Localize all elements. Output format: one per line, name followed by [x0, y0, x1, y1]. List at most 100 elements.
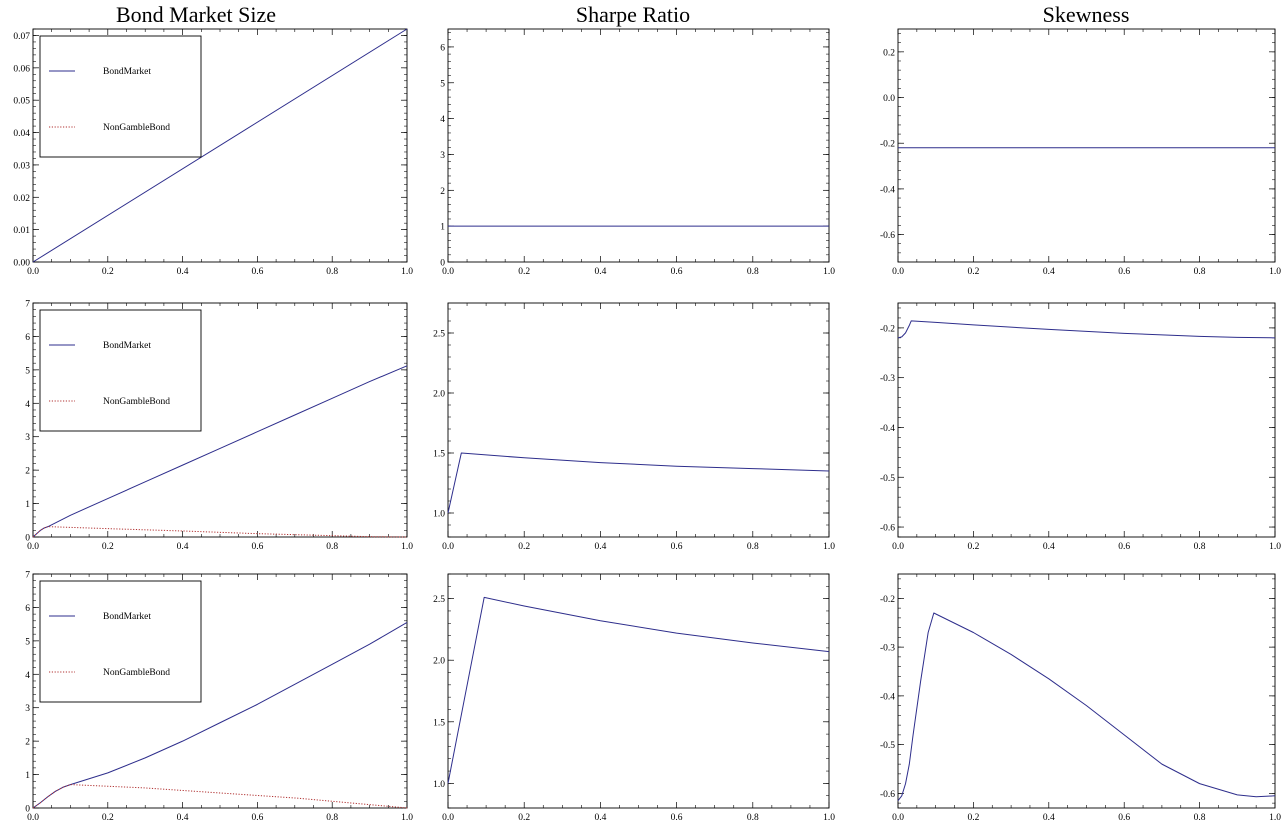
- series-line-value: [447, 596, 830, 784]
- y-tick-label: 1.0: [433, 780, 445, 790]
- y-tick-label: 0.02: [13, 194, 30, 204]
- y-tick-label: -0.4: [880, 692, 895, 702]
- y-tick-label: 4: [25, 400, 30, 410]
- y-tick-label: 2.5: [433, 595, 445, 605]
- y-tick-label: 6: [25, 333, 30, 343]
- y-tick-label: 0.03: [13, 161, 30, 171]
- x-tick-label: 1.0: [401, 542, 413, 552]
- x-tick-label: 0.4: [594, 267, 606, 277]
- y-tick-label: 1: [440, 223, 445, 233]
- x-tick-label: 1.0: [401, 267, 413, 277]
- chart-panel-1-0: 0.0 0.2 0.4 0.6 0.8 1.0 0 1 2 3 4 5 6 7 BondMarket NonG…: [25, 300, 413, 553]
- plot-frame: [897, 302, 1276, 538]
- chart-panel-1-2: 0.0 0.2 0.4 0.6 0.8 1.0 -0.2 -0.3 -0.4 -0.5 -0.6: [880, 302, 1281, 552]
- y-tick-label: 2.0: [433, 657, 445, 667]
- x-tick-label: 0.2: [518, 813, 530, 823]
- x-tick-label: 0.2: [967, 267, 979, 277]
- column-title-sharpe-ratio: Sharpe Ratio: [576, 2, 690, 27]
- legend-label-bondmarket: BondMarket: [103, 612, 151, 622]
- y-tick-label: 2.5: [433, 330, 445, 340]
- chart-panels: 0.0 0.2 0.4 0.6 0.8 1.00.000.010.020.030.040.…: [13, 28, 1281, 824]
- y-tick-label: -0.2: [880, 595, 895, 605]
- y-tick-label: 0.01: [13, 226, 30, 236]
- y-tick-label: 0.05: [13, 97, 30, 107]
- legend: BondMarket NonGambleBond: [39, 580, 202, 703]
- y-tick-label: 0.00: [13, 259, 30, 269]
- plot-frame: [447, 28, 830, 263]
- x-tick-label: 0.8: [326, 542, 338, 552]
- y-tick-label: 7: [25, 300, 30, 310]
- x-tick-label: 0.4: [1043, 813, 1055, 823]
- x-tick-label: 1.0: [823, 813, 835, 823]
- x-tick-label: 1.0: [823, 542, 835, 552]
- x-tick-label: 0.0: [892, 813, 904, 823]
- y-tick-label: -0.4: [880, 424, 895, 434]
- x-tick-label: 0.6: [1118, 267, 1130, 277]
- chart-panel-2-0: 0.0 0.2 0.4 0.6 0.8 1.0 0 1 2 3 4 5 6 7 BondMarket NonG…: [25, 571, 413, 824]
- x-tick-label: 0.6: [251, 542, 263, 552]
- x-tick-label: 0.2: [518, 267, 530, 277]
- y-tick-label: 4: [25, 671, 30, 681]
- y-tick-label: -0.2: [880, 324, 895, 334]
- y-tick-label: -0.3: [880, 644, 895, 654]
- legend: BondMarket NonGambleBond: [39, 309, 202, 432]
- y-tick-label: 5: [25, 637, 30, 647]
- legend: BondMarket NonGambleBond: [39, 35, 202, 158]
- legend-box: [39, 35, 202, 158]
- chart-panel-0-2: 0.0 0.2 0.4 0.6 0.8 1.0 0.2 0.0 -0.2 -0.4 -0.6: [880, 28, 1281, 277]
- x-tick-label: 0.4: [177, 813, 189, 823]
- y-tick-label: 3: [440, 151, 445, 161]
- y-tick-label: -0.3: [880, 374, 895, 384]
- y-tick-label: -0.6: [880, 231, 895, 241]
- legend-label-nongamblebond: NonGambleBond: [103, 123, 170, 133]
- y-tick-label: 3: [25, 433, 30, 443]
- y-tick-label: 0: [25, 534, 30, 544]
- x-tick-label: 1.0: [1269, 267, 1281, 277]
- x-tick-label: 0.2: [967, 813, 979, 823]
- x-tick-label: 0.0: [442, 542, 454, 552]
- y-tick-label: 1: [25, 500, 30, 510]
- y-tick-label: -0.4: [880, 185, 895, 195]
- x-tick-label: 0.2: [102, 813, 114, 823]
- x-tick-label: 0.4: [594, 542, 606, 552]
- y-tick-label: 2: [25, 467, 30, 477]
- chart-panel-0-1: 0.0 0.2 0.4 0.6 0.8 1.0 0 1 2 3 4 5 6: [440, 28, 835, 277]
- x-tick-label: 0.6: [671, 267, 683, 277]
- y-tick-label: 0.06: [13, 64, 30, 74]
- x-tick-label: 1.0: [1269, 813, 1281, 823]
- x-tick-label: 0.4: [177, 542, 189, 552]
- y-tick-label: 1.0: [433, 510, 445, 520]
- y-tick-label: 0: [440, 259, 445, 269]
- series-line-value: [897, 612, 1276, 801]
- y-tick-label: -0.6: [880, 790, 895, 800]
- x-tick-label: 0.2: [102, 267, 114, 277]
- x-tick-label: 0.8: [1194, 267, 1206, 277]
- x-tick-label: 0.6: [671, 813, 683, 823]
- x-tick-label: 0.0: [442, 267, 454, 277]
- series-line-nongamblebond: [32, 784, 408, 809]
- y-tick-label: 0.2: [883, 48, 895, 58]
- y-tick-label: 1: [25, 771, 30, 781]
- plot-frame: [897, 573, 1276, 809]
- legend-label-nongamblebond: NonGambleBond: [103, 668, 170, 678]
- plot-frame: [447, 302, 830, 538]
- x-tick-label: 0.4: [594, 813, 606, 823]
- y-tick-label: 5: [25, 366, 30, 376]
- chart-panel-2-1: 0.0 0.2 0.4 0.6 0.8 1.0 1.0 1.5 2.0 2.5: [433, 573, 835, 823]
- y-tick-label: 7: [25, 571, 30, 581]
- x-tick-label: 0.8: [747, 813, 759, 823]
- y-tick-label: 6: [440, 43, 445, 53]
- x-tick-label: 0.8: [747, 267, 759, 277]
- x-tick-label: 0.6: [1118, 813, 1130, 823]
- y-tick-label: 2: [25, 738, 30, 748]
- y-tick-label: 0.0: [883, 94, 895, 104]
- x-tick-label: 1.0: [823, 267, 835, 277]
- y-tick-label: 3: [25, 704, 30, 714]
- chart-panel-2-2: 0.0 0.2 0.4 0.6 0.8 1.0 -0.2 -0.3 -0.4 -0.5 -0.6: [880, 573, 1281, 823]
- legend-box: [39, 580, 202, 703]
- series-line-value: [897, 320, 1276, 339]
- x-tick-label: 0.2: [518, 542, 530, 552]
- x-tick-label: 0.2: [102, 542, 114, 552]
- x-tick-label: 1.0: [1269, 542, 1281, 552]
